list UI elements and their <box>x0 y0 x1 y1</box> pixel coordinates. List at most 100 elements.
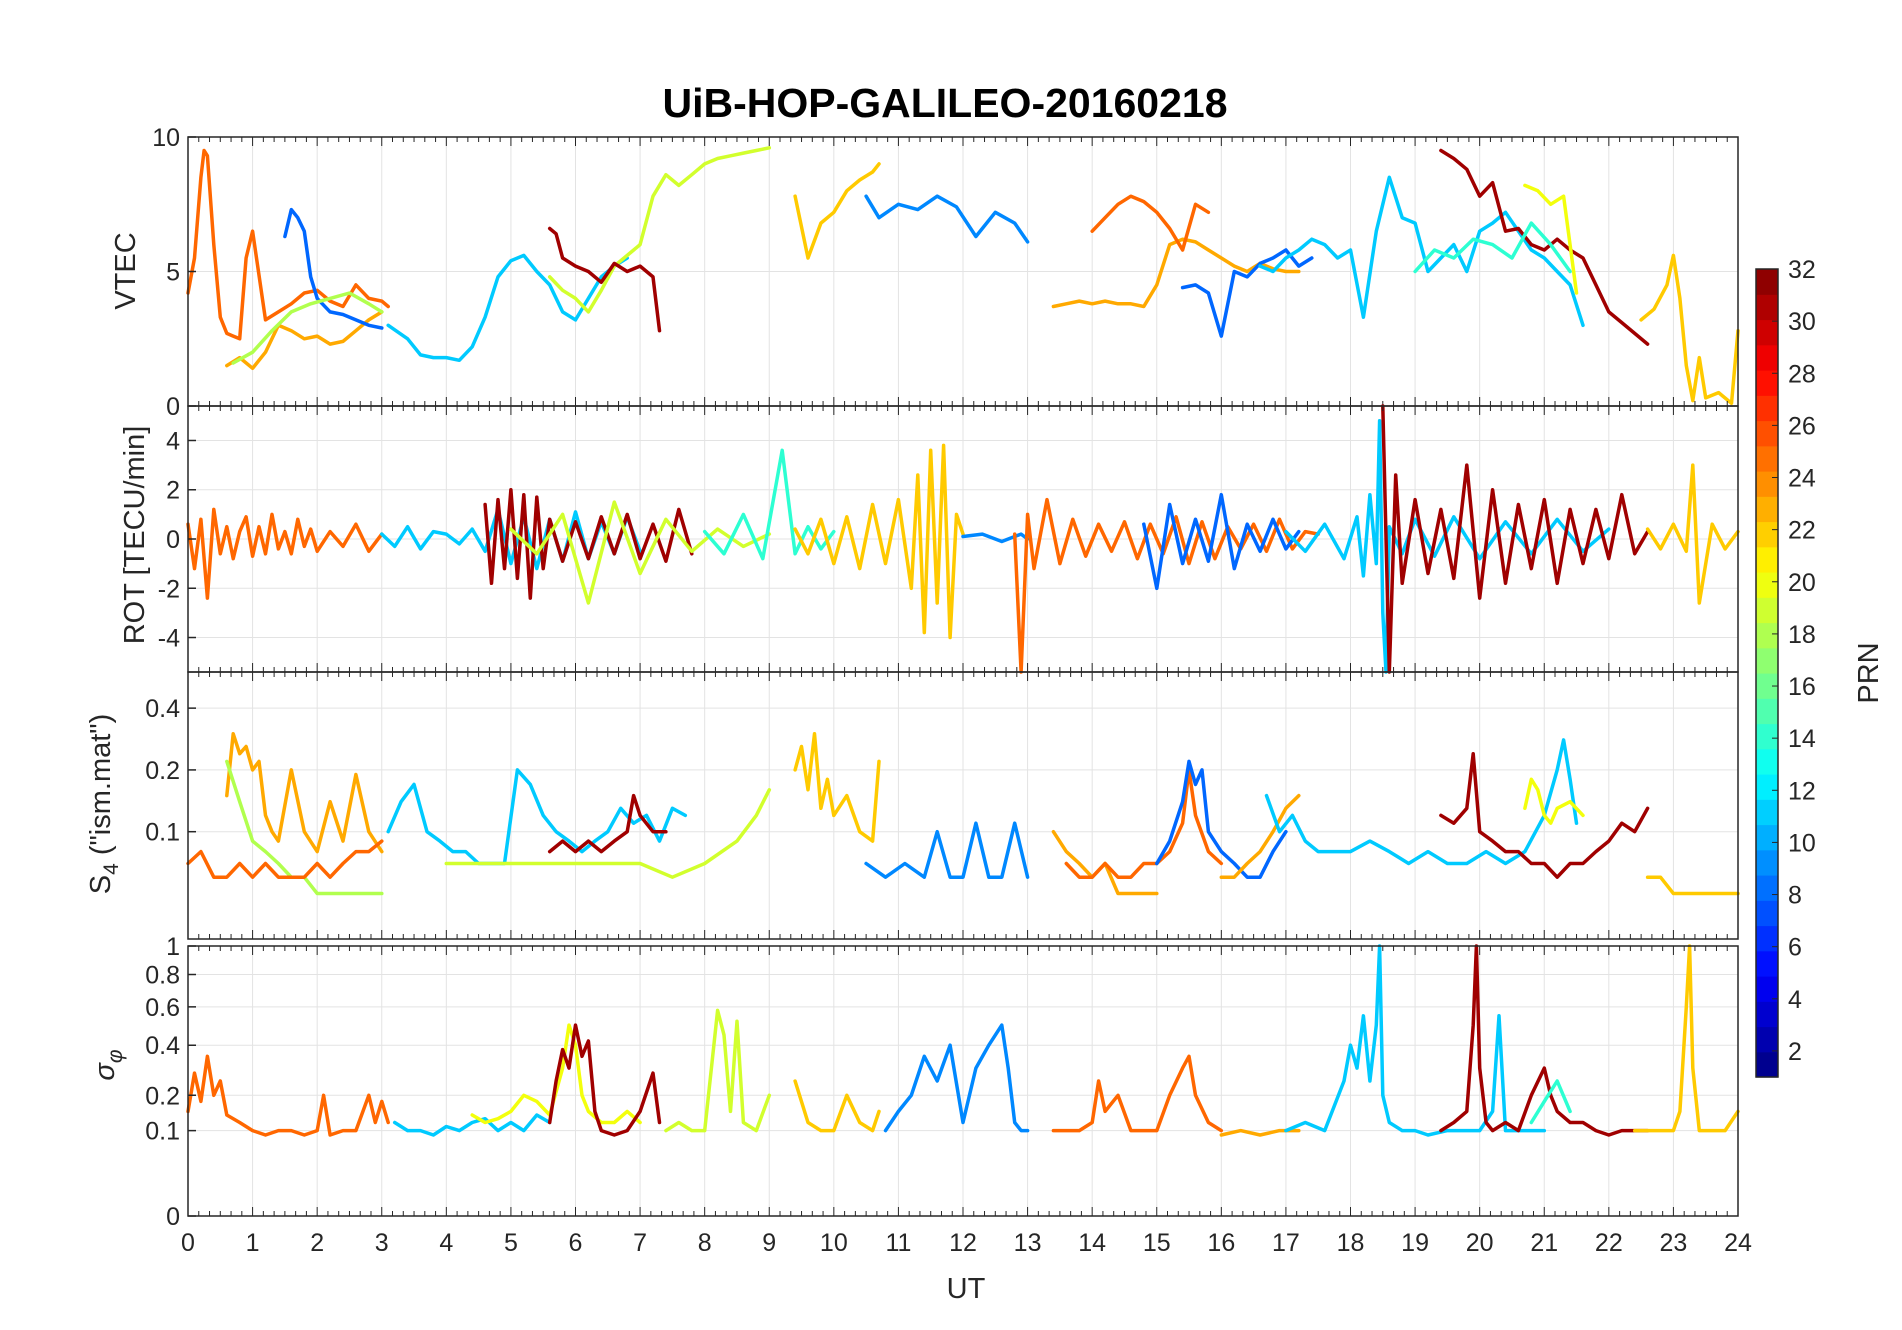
x-tick-label: 24 <box>1724 1229 1752 1257</box>
series-line-prn-31 <box>1439 148 1650 346</box>
series-line-prn-14 <box>702 448 836 561</box>
panel-rot: -4 -2 0 2 4 ROT [TECU/min] <box>119 404 1740 674</box>
series-line-prn-20 <box>470 1023 642 1125</box>
colorbar-strip <box>1756 597 1778 624</box>
series-line-prn-8 <box>1142 492 1301 591</box>
colorbar-strip <box>1756 1001 1778 1028</box>
grid-s4 <box>187 672 1739 939</box>
ylabel-sigma-main: σ <box>89 1062 121 1081</box>
y-tick-label: 0.4 <box>145 1032 180 1060</box>
x-tick-label: 13 <box>1014 1229 1042 1257</box>
series-sigma <box>186 944 1740 1137</box>
x-tick-label: 6 <box>569 1229 583 1257</box>
series-line-prn-22 <box>1645 463 1740 605</box>
colorbar-strip <box>1756 546 1778 573</box>
series-line-prn-23 <box>1051 237 1301 309</box>
colorbar-tick-label: 30 <box>1788 308 1816 336</box>
y-tick-label: 0.1 <box>145 1118 180 1146</box>
series-line-prn-25 <box>1064 768 1224 879</box>
series-line-prn-31 <box>1439 751 1650 879</box>
series-line-prn-23 <box>225 310 384 371</box>
y-tick-label: 0 <box>166 1203 180 1231</box>
series-line-prn-25 <box>1012 497 1320 674</box>
series-line-prn-19 <box>444 788 772 879</box>
series-line-prn-11 <box>386 253 629 363</box>
y-tick-label: 0.1 <box>145 819 180 847</box>
series-line-prn-25 <box>186 148 390 341</box>
colorbar-strip <box>1756 698 1778 725</box>
series-line-prn-8 <box>1180 248 1314 338</box>
x-axis-label: UT <box>947 1273 986 1305</box>
ylabel-s4-sub: 4 <box>100 863 123 875</box>
series-line-prn-25 <box>186 839 384 879</box>
series-rot <box>186 404 1740 674</box>
x-tick-label: 18 <box>1337 1229 1365 1257</box>
colorbar-strip <box>1756 976 1778 1002</box>
series-line-prn-19 <box>509 500 772 605</box>
series-line-prn-20 <box>1523 777 1585 825</box>
x-tick-label: 0 <box>181 1229 195 1257</box>
ylabel-sigma-sub: φ <box>104 1049 127 1063</box>
ylabel-s4-rest: ("ism.mat") <box>85 714 117 863</box>
x-tick-label: 2 <box>310 1229 324 1257</box>
x-tick-label: 7 <box>633 1229 647 1257</box>
colorbar-tick-label: 16 <box>1788 673 1816 701</box>
series-line-prn-11 <box>386 768 688 866</box>
colorbar-tick-label: 20 <box>1788 569 1816 597</box>
series-line-prn-9 <box>883 1023 1030 1133</box>
series-line-prn-23 <box>225 732 384 854</box>
colorbar-tick-label: 8 <box>1788 882 1802 910</box>
colorbar-strip <box>1756 521 1778 548</box>
colorbar-strip <box>1756 950 1778 977</box>
colorbar-tick-label: 12 <box>1788 777 1816 805</box>
series-line-prn-11 <box>392 1113 552 1137</box>
colorbar-strip <box>1756 900 1778 927</box>
colorbar-strip <box>1756 269 1778 295</box>
colorbar-strip <box>1756 875 1778 901</box>
series-line-prn-9 <box>864 821 1030 879</box>
series-line-prn-22 <box>793 732 881 843</box>
series-line-prn-14 <box>1529 1079 1572 1125</box>
x-tick-label: 8 <box>698 1229 712 1257</box>
series-line-prn-31 <box>483 487 694 600</box>
x-tick-label: 5 <box>504 1229 518 1257</box>
series-line-prn-19 <box>547 146 772 314</box>
x-tick-label: 3 <box>375 1229 389 1257</box>
colorbar-strip <box>1756 774 1778 800</box>
series-line-prn-31 <box>1381 404 1650 674</box>
colorbar-strip <box>1756 445 1778 472</box>
series-line-prn-18 <box>231 291 384 365</box>
series-line-prn-25 <box>1051 1054 1224 1133</box>
series-line-prn-31 <box>547 793 668 854</box>
colorbar-strip <box>1756 471 1778 497</box>
colorbar-tick-label: 18 <box>1788 621 1816 649</box>
x-tick-label: 23 <box>1660 1229 1688 1257</box>
colorbar-strips <box>1756 269 1778 1078</box>
ticks-s4: 0.1 0.2 0.4 <box>145 671 1739 940</box>
series-line-prn-11 <box>1284 944 1547 1137</box>
series-line-prn-22 <box>1632 944 1740 1133</box>
series-vtec <box>186 146 1740 406</box>
x-tick-label: 14 <box>1078 1229 1106 1257</box>
colorbar-tick-label: 22 <box>1788 517 1816 545</box>
ylabel-rot: ROT [TECU/min] <box>119 426 151 645</box>
series-line-prn-11 <box>1258 175 1585 328</box>
y-tick-label: 0.2 <box>145 1082 180 1110</box>
y-tick-label: 5 <box>166 259 180 287</box>
x-tick-label: 15 <box>1143 1229 1171 1257</box>
y-tick-label: 0 <box>166 526 180 554</box>
colorbar-tick-label: 4 <box>1788 986 1802 1014</box>
ticks-vtec: 0 5 10 <box>152 124 1739 421</box>
colorbar-frame <box>1755 268 1779 1078</box>
ylabel-sigma: σφ <box>89 1049 127 1081</box>
series-line-prn-22 <box>1639 253 1740 406</box>
x-tick-label: 20 <box>1466 1229 1494 1257</box>
x-tick-label: 17 <box>1272 1229 1300 1257</box>
y-tick-label: 0.8 <box>145 962 180 990</box>
y-tick-label: 1 <box>166 933 180 961</box>
x-tick-label: 10 <box>820 1229 848 1257</box>
colorbar-strip <box>1756 748 1778 775</box>
